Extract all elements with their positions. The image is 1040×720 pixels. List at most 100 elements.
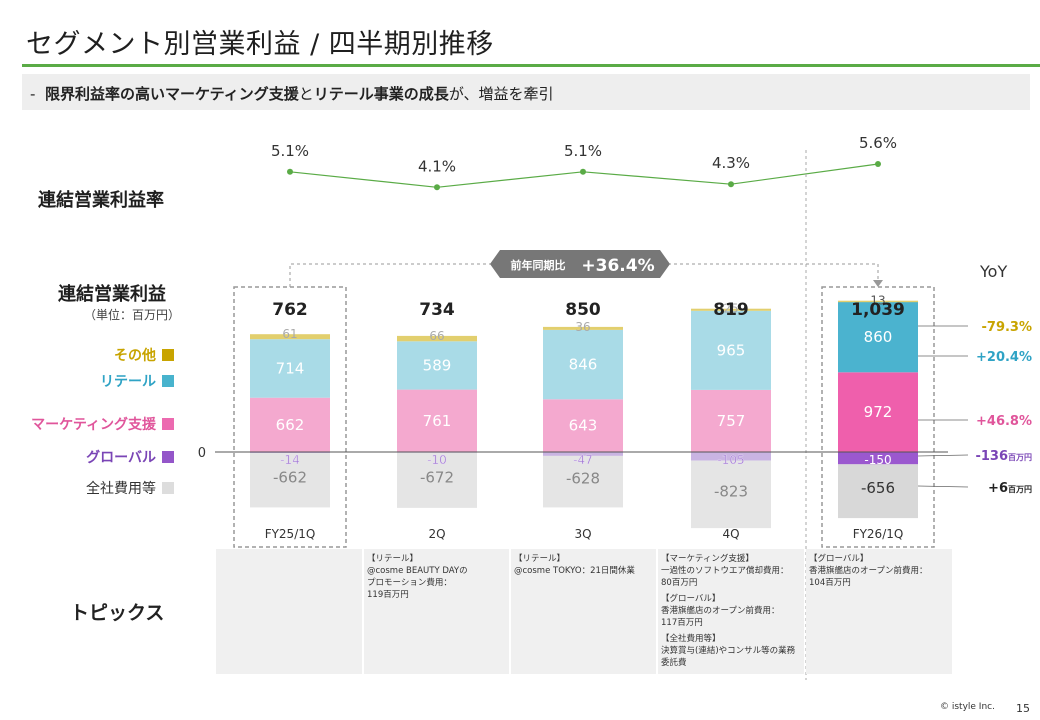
label-retail-5: 860 bbox=[864, 328, 893, 346]
topic-line: 決算賞与(連結)やコンサル等の業務 bbox=[661, 646, 796, 656]
subtitle-part-2: と bbox=[298, 85, 314, 103]
subtitle-box bbox=[22, 74, 1030, 110]
profit-row-label: 連結営業利益 bbox=[58, 284, 166, 305]
label-other-5: 13 bbox=[870, 294, 885, 308]
label-marketing-1: 662 bbox=[276, 416, 305, 434]
margin-label-1: 5.1% bbox=[271, 142, 309, 160]
topic-line: @cosme TOKYO：21日間休業 bbox=[514, 566, 635, 576]
bar-retail-3 bbox=[543, 329, 623, 400]
bar-retail-2 bbox=[397, 341, 477, 390]
bar-global-5 bbox=[838, 452, 918, 465]
label-global-1: -14 bbox=[280, 453, 300, 467]
yoy-value-global: -136百万円 bbox=[975, 449, 1032, 464]
operating-margin-line bbox=[289, 163, 879, 188]
subtitle: - 限界利益率の高いマーケティング支援とリテール事業の成長が、増益を牽引 bbox=[30, 83, 554, 104]
label-global-5: -150 bbox=[864, 453, 891, 467]
topic-line: 【リテール】 bbox=[367, 554, 419, 564]
margin-point-1 bbox=[287, 168, 293, 175]
label-retail-3: 846 bbox=[569, 356, 598, 374]
yoy-value-text-marketing: +46.8% bbox=[976, 414, 1032, 429]
legend-item-other: その他 bbox=[114, 345, 174, 365]
yoy-leader-corporate bbox=[917, 485, 969, 488]
topic-cell-5: 【グローバル】香港旗艦店のオープン前費用： 104百万円 bbox=[806, 549, 952, 674]
yoy-unit-global: 百万円 bbox=[1008, 453, 1032, 462]
bar-corporate-2 bbox=[397, 452, 477, 508]
subtitle-part-4: が、増益を牽引 bbox=[448, 85, 554, 103]
bar-marketing-5 bbox=[838, 372, 918, 452]
margin-point-4 bbox=[728, 181, 734, 188]
callout-bracket-right bbox=[668, 263, 879, 284]
yoy-value-other: -79.3% bbox=[982, 320, 1033, 335]
bar-retail-5 bbox=[838, 301, 918, 373]
bar-corporate-3 bbox=[543, 455, 623, 508]
page-number: 15 bbox=[1016, 702, 1030, 715]
legend-swatch-marketing bbox=[162, 418, 174, 430]
margin-label-4: 4.3% bbox=[712, 154, 750, 172]
total-label-5: 1,039 bbox=[851, 300, 905, 320]
subtitle-part-3: リテール事業の成長 bbox=[313, 85, 449, 103]
topic-line: 104百万円 bbox=[809, 578, 851, 588]
label-corporate-3: -628 bbox=[566, 470, 600, 488]
category-label-5: FY26/1Q bbox=[853, 527, 904, 541]
topic-line: 【グローバル】 bbox=[661, 594, 721, 604]
yoy-label: YoY bbox=[980, 262, 1008, 281]
legend-label-corporate: 全社費用等 bbox=[86, 481, 156, 497]
margin-point-2 bbox=[434, 184, 440, 191]
legend-item-marketing: マーケティング支援 bbox=[31, 414, 174, 434]
title-underline bbox=[22, 64, 1040, 67]
bar-retail-4 bbox=[691, 310, 771, 390]
topic-line: 【リテール】 bbox=[514, 554, 566, 564]
topic-line: 一過性のソフトウエア償却費用： bbox=[661, 566, 789, 576]
label-corporate-2: -672 bbox=[420, 468, 454, 486]
yoy-callout-value: +36.4% bbox=[581, 256, 654, 276]
label-other-2: 66 bbox=[429, 329, 444, 343]
subtitle-prefix: - bbox=[30, 85, 36, 103]
label-other-3: 36 bbox=[575, 320, 590, 334]
yoy-unit-corporate: 百万円 bbox=[1008, 485, 1032, 494]
bar-other-4 bbox=[691, 308, 771, 311]
category-label-2: 2Q bbox=[428, 527, 445, 541]
label-corporate-5: -656 bbox=[861, 479, 895, 497]
topic-line: 【グローバル】 bbox=[809, 554, 869, 564]
margin-point-3 bbox=[580, 168, 586, 175]
yoy-value-text-global: -136 bbox=[975, 449, 1008, 464]
topic-cell-4: 【マーケティング支援】 一過性のソフトウエア償却費用： 80百万円 【グローバル】 香港… bbox=[658, 549, 804, 674]
legend-swatch-global bbox=[162, 451, 174, 463]
bar-retail-1 bbox=[250, 339, 330, 398]
page-title: セグメント別営業利益 / 四半期別推移 bbox=[26, 29, 494, 60]
total-label-2: 734 bbox=[419, 300, 455, 320]
bar-other-5 bbox=[838, 300, 918, 303]
yoy-leader-global bbox=[917, 454, 969, 457]
yoy-value-marketing: +46.8% bbox=[976, 414, 1032, 429]
bar-marketing-2 bbox=[397, 389, 477, 452]
margin-label-2: 4.1% bbox=[418, 157, 456, 175]
bar-marketing-1 bbox=[250, 397, 330, 452]
legend-label-other: その他 bbox=[114, 348, 156, 364]
total-label-1: 762 bbox=[272, 300, 308, 320]
yoy-value-text-corporate: +6 bbox=[988, 481, 1008, 496]
label-global-2: -10 bbox=[427, 453, 447, 467]
label-global-4: -105 bbox=[717, 453, 744, 467]
bar-global-3 bbox=[543, 452, 623, 456]
label-global-3: -47 bbox=[573, 453, 593, 467]
label-corporate-1: -662 bbox=[273, 468, 307, 486]
label-other-1: 61 bbox=[282, 327, 297, 341]
category-label-4: 4Q bbox=[722, 527, 739, 541]
topic-line: @cosme BEAUTY DAYの bbox=[367, 566, 468, 576]
topic-line: 【全社費用等】 bbox=[661, 634, 721, 644]
bar-marketing-4 bbox=[691, 389, 771, 452]
legend-swatch-other bbox=[162, 349, 174, 361]
yoy-value-text-other: -79.3% bbox=[982, 320, 1033, 335]
topics-row-label: トピックス bbox=[70, 602, 165, 624]
topic-line: 香港旗艦店のオープン前費用： bbox=[809, 566, 928, 576]
topic-line: 委託費 bbox=[661, 658, 687, 668]
legend-item-global: グローバル bbox=[86, 447, 174, 467]
subtitle-part-1: 限界利益率の高いマーケティング支援 bbox=[44, 85, 299, 103]
callout-bracket-left bbox=[289, 263, 496, 287]
yoy-value-retail: +20.4% bbox=[976, 350, 1032, 365]
total-label-3: 850 bbox=[565, 300, 601, 320]
yoy-callout-label: 前年同期比 bbox=[511, 258, 566, 272]
copyright: © istyle Inc. bbox=[940, 702, 995, 712]
category-label-3: 3Q bbox=[574, 527, 591, 541]
label-other-4: 25 bbox=[723, 302, 738, 316]
